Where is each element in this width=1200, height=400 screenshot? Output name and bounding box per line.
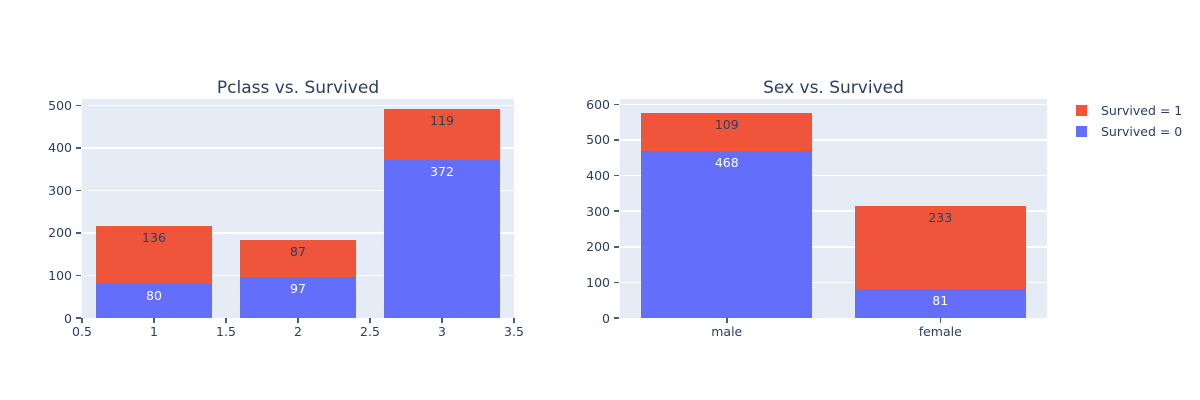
- y-tick-mark: [614, 246, 619, 248]
- y-tick-mark: [76, 317, 81, 319]
- legend-swatch-survived-0: [1076, 126, 1087, 137]
- y-tick-label: 400: [586, 168, 610, 184]
- y-tick-label: 100: [48, 267, 72, 283]
- gridline: [620, 246, 1047, 248]
- gridline: [620, 281, 1047, 284]
- y-tick-label: 500: [48, 97, 72, 113]
- gridline: [82, 189, 514, 192]
- y-tick-label: 0: [602, 310, 610, 326]
- x-tick-label: 2.5: [360, 324, 380, 339]
- gridline: [82, 104, 514, 107]
- x-tick-mark: [369, 318, 371, 323]
- legend: Survived = 1 Survived = 0: [1076, 103, 1182, 139]
- y-tick-mark: [76, 189, 81, 192]
- legend-label: Survived = 1: [1101, 103, 1183, 118]
- y-tick-mark: [76, 104, 81, 107]
- bar-segment-survived-1[interactable]: 136: [96, 226, 212, 284]
- x-tick-label: 2: [294, 324, 302, 339]
- y-tick-mark: [614, 281, 619, 284]
- bar-segment-survived-1[interactable]: 109: [641, 112, 813, 152]
- bar-segment-survived-0[interactable]: 372: [384, 159, 500, 318]
- y-tick-label: 300: [48, 182, 72, 198]
- y-tick-label: 0: [64, 310, 72, 326]
- x-tick-mark: [225, 318, 227, 323]
- gridline: [82, 147, 514, 149]
- x-tick-label: female: [918, 324, 962, 339]
- chart-title: Pclass vs. Survived: [216, 78, 380, 98]
- y-tick-mark: [614, 103, 619, 106]
- bar-value-label: 97: [290, 280, 306, 296]
- y-tick-label: 300: [586, 203, 610, 219]
- x-tick-mark: [297, 318, 299, 323]
- y-tick-label: 100: [586, 274, 610, 290]
- legend-item-survived-1[interactable]: Survived = 1: [1076, 103, 1182, 118]
- x-tick-mark: [81, 318, 83, 323]
- bar-segment-survived-1[interactable]: 119: [384, 109, 500, 160]
- bar-value-label: 81: [932, 293, 949, 309]
- gridline: [620, 139, 1047, 141]
- gridline: [620, 174, 1047, 177]
- y-tick-label: 500: [586, 132, 610, 148]
- bar-value-label: 372: [430, 163, 454, 179]
- y-tick-mark: [614, 139, 619, 141]
- x-tick-label: 3: [438, 324, 446, 339]
- y-tick-mark: [614, 174, 619, 177]
- gridline: [620, 103, 1047, 106]
- bar-segment-survived-0[interactable]: 80: [96, 283, 212, 318]
- x-tick-mark: [153, 318, 155, 323]
- x-tick-mark: [939, 318, 941, 323]
- y-tick-mark: [76, 232, 81, 234]
- gridline: [620, 210, 1047, 212]
- bar-value-label: 109: [714, 116, 739, 132]
- bar-value-label: 119: [430, 113, 454, 129]
- bar-value-label: 468: [714, 155, 739, 171]
- x-tick-label: 1.5: [216, 324, 236, 339]
- bar-segment-survived-0[interactable]: 97: [240, 276, 356, 318]
- x-tick-label: 3.5: [504, 324, 524, 339]
- bar-value-label: 80: [146, 287, 162, 303]
- x-tick-label: male: [711, 324, 743, 339]
- bar-value-label: 87: [290, 243, 306, 259]
- y-tick-label: 200: [48, 225, 72, 241]
- y-tick-mark: [76, 274, 81, 277]
- x-tick-label: 1: [150, 324, 158, 339]
- y-tick-label: 200: [586, 239, 610, 255]
- x-tick-mark: [726, 318, 728, 323]
- chart-title: Sex vs. Survived: [763, 78, 904, 98]
- y-tick-mark: [76, 147, 81, 149]
- bar-value-label: 136: [142, 230, 166, 246]
- legend-label: Survived = 0: [1101, 124, 1183, 139]
- gridline: [82, 232, 514, 234]
- y-tick-label: 600: [586, 96, 610, 112]
- legend-item-survived-0[interactable]: Survived = 0: [1076, 124, 1182, 139]
- legend-swatch-survived-1: [1076, 105, 1087, 116]
- x-tick-label: 0.5: [72, 324, 92, 339]
- y-tick-mark: [614, 317, 619, 319]
- y-tick-label: 400: [48, 140, 72, 156]
- x-tick-mark: [513, 318, 515, 323]
- bar-segment-survived-0[interactable]: 468: [641, 151, 813, 318]
- bar-segment-survived-0[interactable]: 81: [854, 289, 1026, 318]
- bar-segment-survived-1[interactable]: 87: [240, 239, 356, 277]
- bar-segment-survived-1[interactable]: 233: [854, 206, 1026, 290]
- x-tick-mark: [441, 318, 443, 323]
- y-tick-mark: [614, 210, 619, 212]
- bar-value-label: 233: [928, 210, 953, 226]
